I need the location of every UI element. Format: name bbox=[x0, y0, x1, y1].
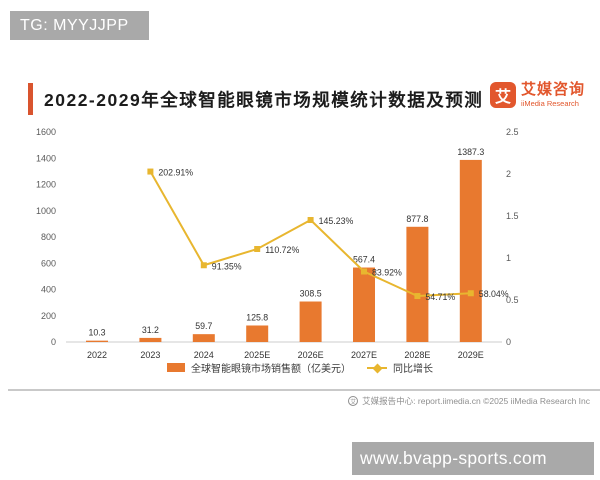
source-text: 艾媒报告中心: report.iimedia.cn ©2025 iiMedia … bbox=[362, 396, 590, 406]
logo-name-cn: 艾媒咨询 bbox=[520, 81, 585, 98]
svg-text:1387.3: 1387.3 bbox=[457, 147, 484, 157]
svg-text:600: 600 bbox=[41, 258, 56, 268]
iimedia-logo-icon: 艾 bbox=[489, 82, 516, 108]
page-title: 2022-2029年全球智能眼镜市场规模统计数据及预测 bbox=[44, 89, 484, 110]
line-series-swatch bbox=[367, 363, 387, 373]
svg-text:83.92%: 83.92% bbox=[372, 268, 402, 278]
svg-text:2.5: 2.5 bbox=[506, 127, 519, 137]
title-accent-bar bbox=[28, 83, 33, 115]
iimedia-globe-icon: 艾 bbox=[348, 396, 359, 406]
chart-legend: 全球智能眼镜市场销售额（亿美元） 同比增长 bbox=[0, 360, 600, 375]
bar-series-swatch bbox=[167, 363, 185, 372]
svg-text:31.2: 31.2 bbox=[142, 325, 159, 335]
svg-text:58.04%: 58.04% bbox=[479, 289, 509, 299]
svg-text:2029E: 2029E bbox=[458, 350, 484, 360]
svg-text:125.8: 125.8 bbox=[246, 312, 268, 322]
line-series-label: 同比增长 bbox=[393, 364, 433, 375]
svg-text:91.35%: 91.35% bbox=[212, 261, 242, 271]
svg-text:145.23%: 145.23% bbox=[319, 216, 354, 226]
svg-text:110.72%: 110.72% bbox=[265, 245, 299, 255]
svg-text:200: 200 bbox=[41, 311, 56, 321]
svg-text:2026E: 2026E bbox=[298, 350, 324, 360]
site-watermark: www.bvapp-sports.com bbox=[352, 442, 594, 475]
svg-text:2025E: 2025E bbox=[244, 350, 270, 360]
svg-text:0.5: 0.5 bbox=[506, 295, 519, 305]
svg-text:1200: 1200 bbox=[36, 180, 56, 190]
svg-text:2: 2 bbox=[506, 169, 511, 179]
chart-svg: 0 200 400 600 800 1000 1200 1400 1600 0 0.5 1 1.5 2 2.… bbox=[36, 127, 519, 360]
svg-text:0: 0 bbox=[506, 337, 511, 347]
bar-series-label: 全球智能眼镜市场销售额（亿美元） bbox=[191, 364, 351, 375]
legend-item-bar-series: 全球智能眼镜市场销售额（亿美元） bbox=[167, 360, 351, 375]
legend-item-line-series: 同比增长 bbox=[367, 360, 433, 375]
svg-text:0: 0 bbox=[51, 337, 56, 347]
footer-divider bbox=[8, 389, 600, 391]
svg-text:1.5: 1.5 bbox=[506, 211, 519, 221]
svg-text:2023: 2023 bbox=[140, 350, 160, 360]
svg-text:10.3: 10.3 bbox=[88, 328, 105, 338]
svg-text:1600: 1600 bbox=[36, 127, 56, 137]
source-footer: 艾 艾媒报告中心: report.iimedia.cn ©2025 iiMedi… bbox=[348, 395, 590, 407]
svg-text:1: 1 bbox=[506, 253, 511, 263]
svg-text:202.91%: 202.91% bbox=[158, 168, 193, 178]
chart-header: 2022-2029年全球智能眼镜市场规模统计数据及预测 bbox=[28, 83, 482, 115]
svg-text:800: 800 bbox=[41, 232, 56, 242]
svg-text:2024: 2024 bbox=[194, 350, 214, 360]
svg-text:308.5: 308.5 bbox=[300, 289, 322, 299]
svg-text:54.71%: 54.71% bbox=[425, 292, 455, 302]
svg-text:2028E: 2028E bbox=[404, 350, 430, 360]
svg-text:400: 400 bbox=[41, 285, 56, 295]
svg-text:877.8: 877.8 bbox=[406, 214, 428, 224]
svg-text:2027E: 2027E bbox=[351, 350, 377, 360]
telegram-watermark: TG: MYYJJPP bbox=[10, 11, 149, 40]
svg-text:59.7: 59.7 bbox=[195, 321, 212, 331]
svg-text:1400: 1400 bbox=[36, 153, 56, 163]
svg-text:2022: 2022 bbox=[87, 350, 107, 360]
svg-text:1000: 1000 bbox=[36, 206, 56, 216]
svg-text:567.4: 567.4 bbox=[353, 255, 375, 265]
iimedia-logo: 艾 艾媒咨询 iiMedia Research bbox=[489, 81, 585, 108]
logo-name-en: iiMedia Research bbox=[520, 99, 579, 108]
